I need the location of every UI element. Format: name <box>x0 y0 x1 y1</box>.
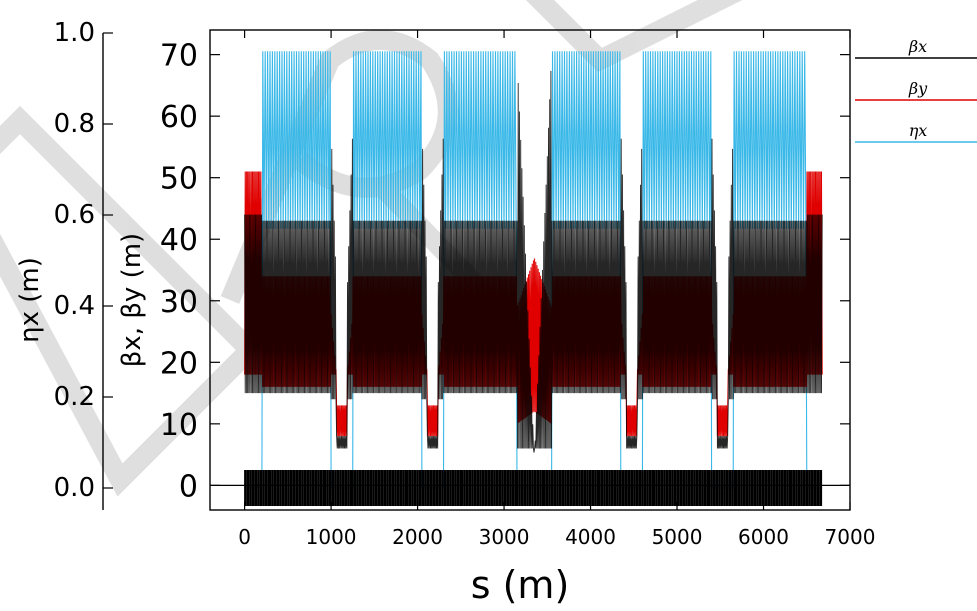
beta-tick-label: 40 <box>160 223 198 258</box>
series-beta-x-line <box>244 70 823 453</box>
x-tick-label: 7000 <box>825 525 876 549</box>
beta-axis-label: βx, βy (m) <box>117 233 147 367</box>
dispersion-tick-label: 1.0 <box>54 18 95 48</box>
x-tick-label: 0 <box>238 525 251 549</box>
dispersion-tick-label: 0.2 <box>54 382 95 412</box>
series-beta-y-line <box>244 171 823 437</box>
legend: βx βy ηx <box>855 37 977 143</box>
dispersion-tick-label: 0.0 <box>54 473 95 503</box>
beta-tick-label: 10 <box>160 408 198 443</box>
axes-layer: 0 1000 2000 3000 4000 5000 6000 7000 0 10 20 30 40 50… <box>54 18 876 549</box>
x-tick-label: 5000 <box>652 525 703 549</box>
x-tick-label: 2000 <box>392 525 443 549</box>
dispersion-axis-label: ηx (m) <box>15 257 45 343</box>
dispersion-tick-label: 0.6 <box>54 200 95 230</box>
plot-frame <box>209 29 851 511</box>
x-axis-label: s (m) <box>471 563 570 607</box>
beta-tick-label: 70 <box>160 39 198 74</box>
plot-layer <box>244 51 823 506</box>
lattice-element-markers <box>244 470 823 506</box>
beta-tick-label: 0 <box>179 469 198 504</box>
legend-label: βy <box>908 79 928 98</box>
beta-tick-label: 30 <box>160 285 198 320</box>
x-tick-label: 6000 <box>738 525 789 549</box>
x-tick-label: 1000 <box>306 525 357 549</box>
dispersion-tick-label: 0.4 <box>54 291 95 321</box>
legend-label: ηx <box>909 121 928 140</box>
x-tick-label: 3000 <box>479 525 530 549</box>
beta-tick-label: 60 <box>160 100 198 135</box>
dispersion-tick-label: 0.8 <box>54 109 95 139</box>
beta-tick-label: 50 <box>160 162 198 197</box>
x-tick-label: 4000 <box>565 525 616 549</box>
legend-label: βx <box>908 37 927 56</box>
beta-tick-label: 20 <box>160 346 198 381</box>
